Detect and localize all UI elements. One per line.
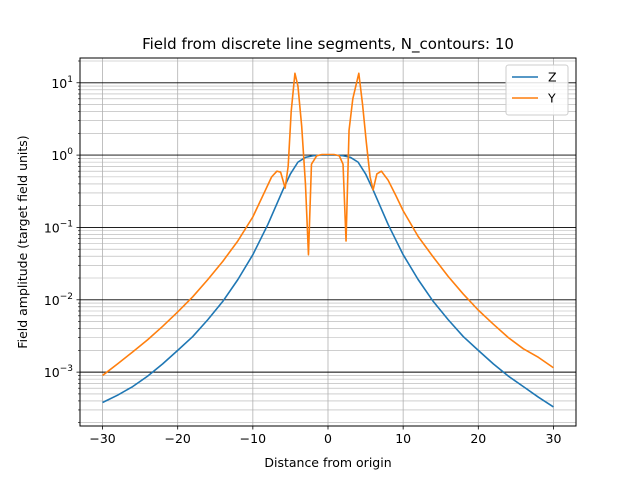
- series-line-y: [102, 72, 554, 377]
- y-axis-label: Field amplitude (target field units): [15, 135, 30, 348]
- legend-label-z: Z: [548, 70, 557, 85]
- y-tick-label: 10−1: [44, 219, 73, 235]
- series-layer: [102, 72, 554, 408]
- legend-box: [505, 64, 569, 116]
- chart-title: Field from discrete line segments, N_con…: [142, 35, 514, 54]
- x-tick-label: 20: [470, 431, 486, 446]
- y-tick-label: 101: [51, 75, 73, 91]
- x-axis-label: Distance from origin: [264, 455, 391, 470]
- x-tick-label: −20: [165, 431, 191, 446]
- y-tick-label: 100: [51, 147, 73, 163]
- legend-label-y: Y: [547, 91, 556, 106]
- x-tick-label: 30: [546, 431, 562, 446]
- legend: ZY: [505, 64, 569, 116]
- x-tick-label: −10: [240, 431, 266, 446]
- grid: [80, 58, 576, 426]
- y-tick-label: 10−2: [44, 292, 73, 308]
- x-tick-label: 10: [395, 431, 411, 446]
- y-tick-label: 10−3: [44, 364, 73, 380]
- ticks: −30 −20 −10 0 10 20 30 10−3 10−2 10−1 100 101: [44, 60, 562, 446]
- x-tick-label: 0: [324, 431, 332, 446]
- x-tick-label: −30: [89, 431, 115, 446]
